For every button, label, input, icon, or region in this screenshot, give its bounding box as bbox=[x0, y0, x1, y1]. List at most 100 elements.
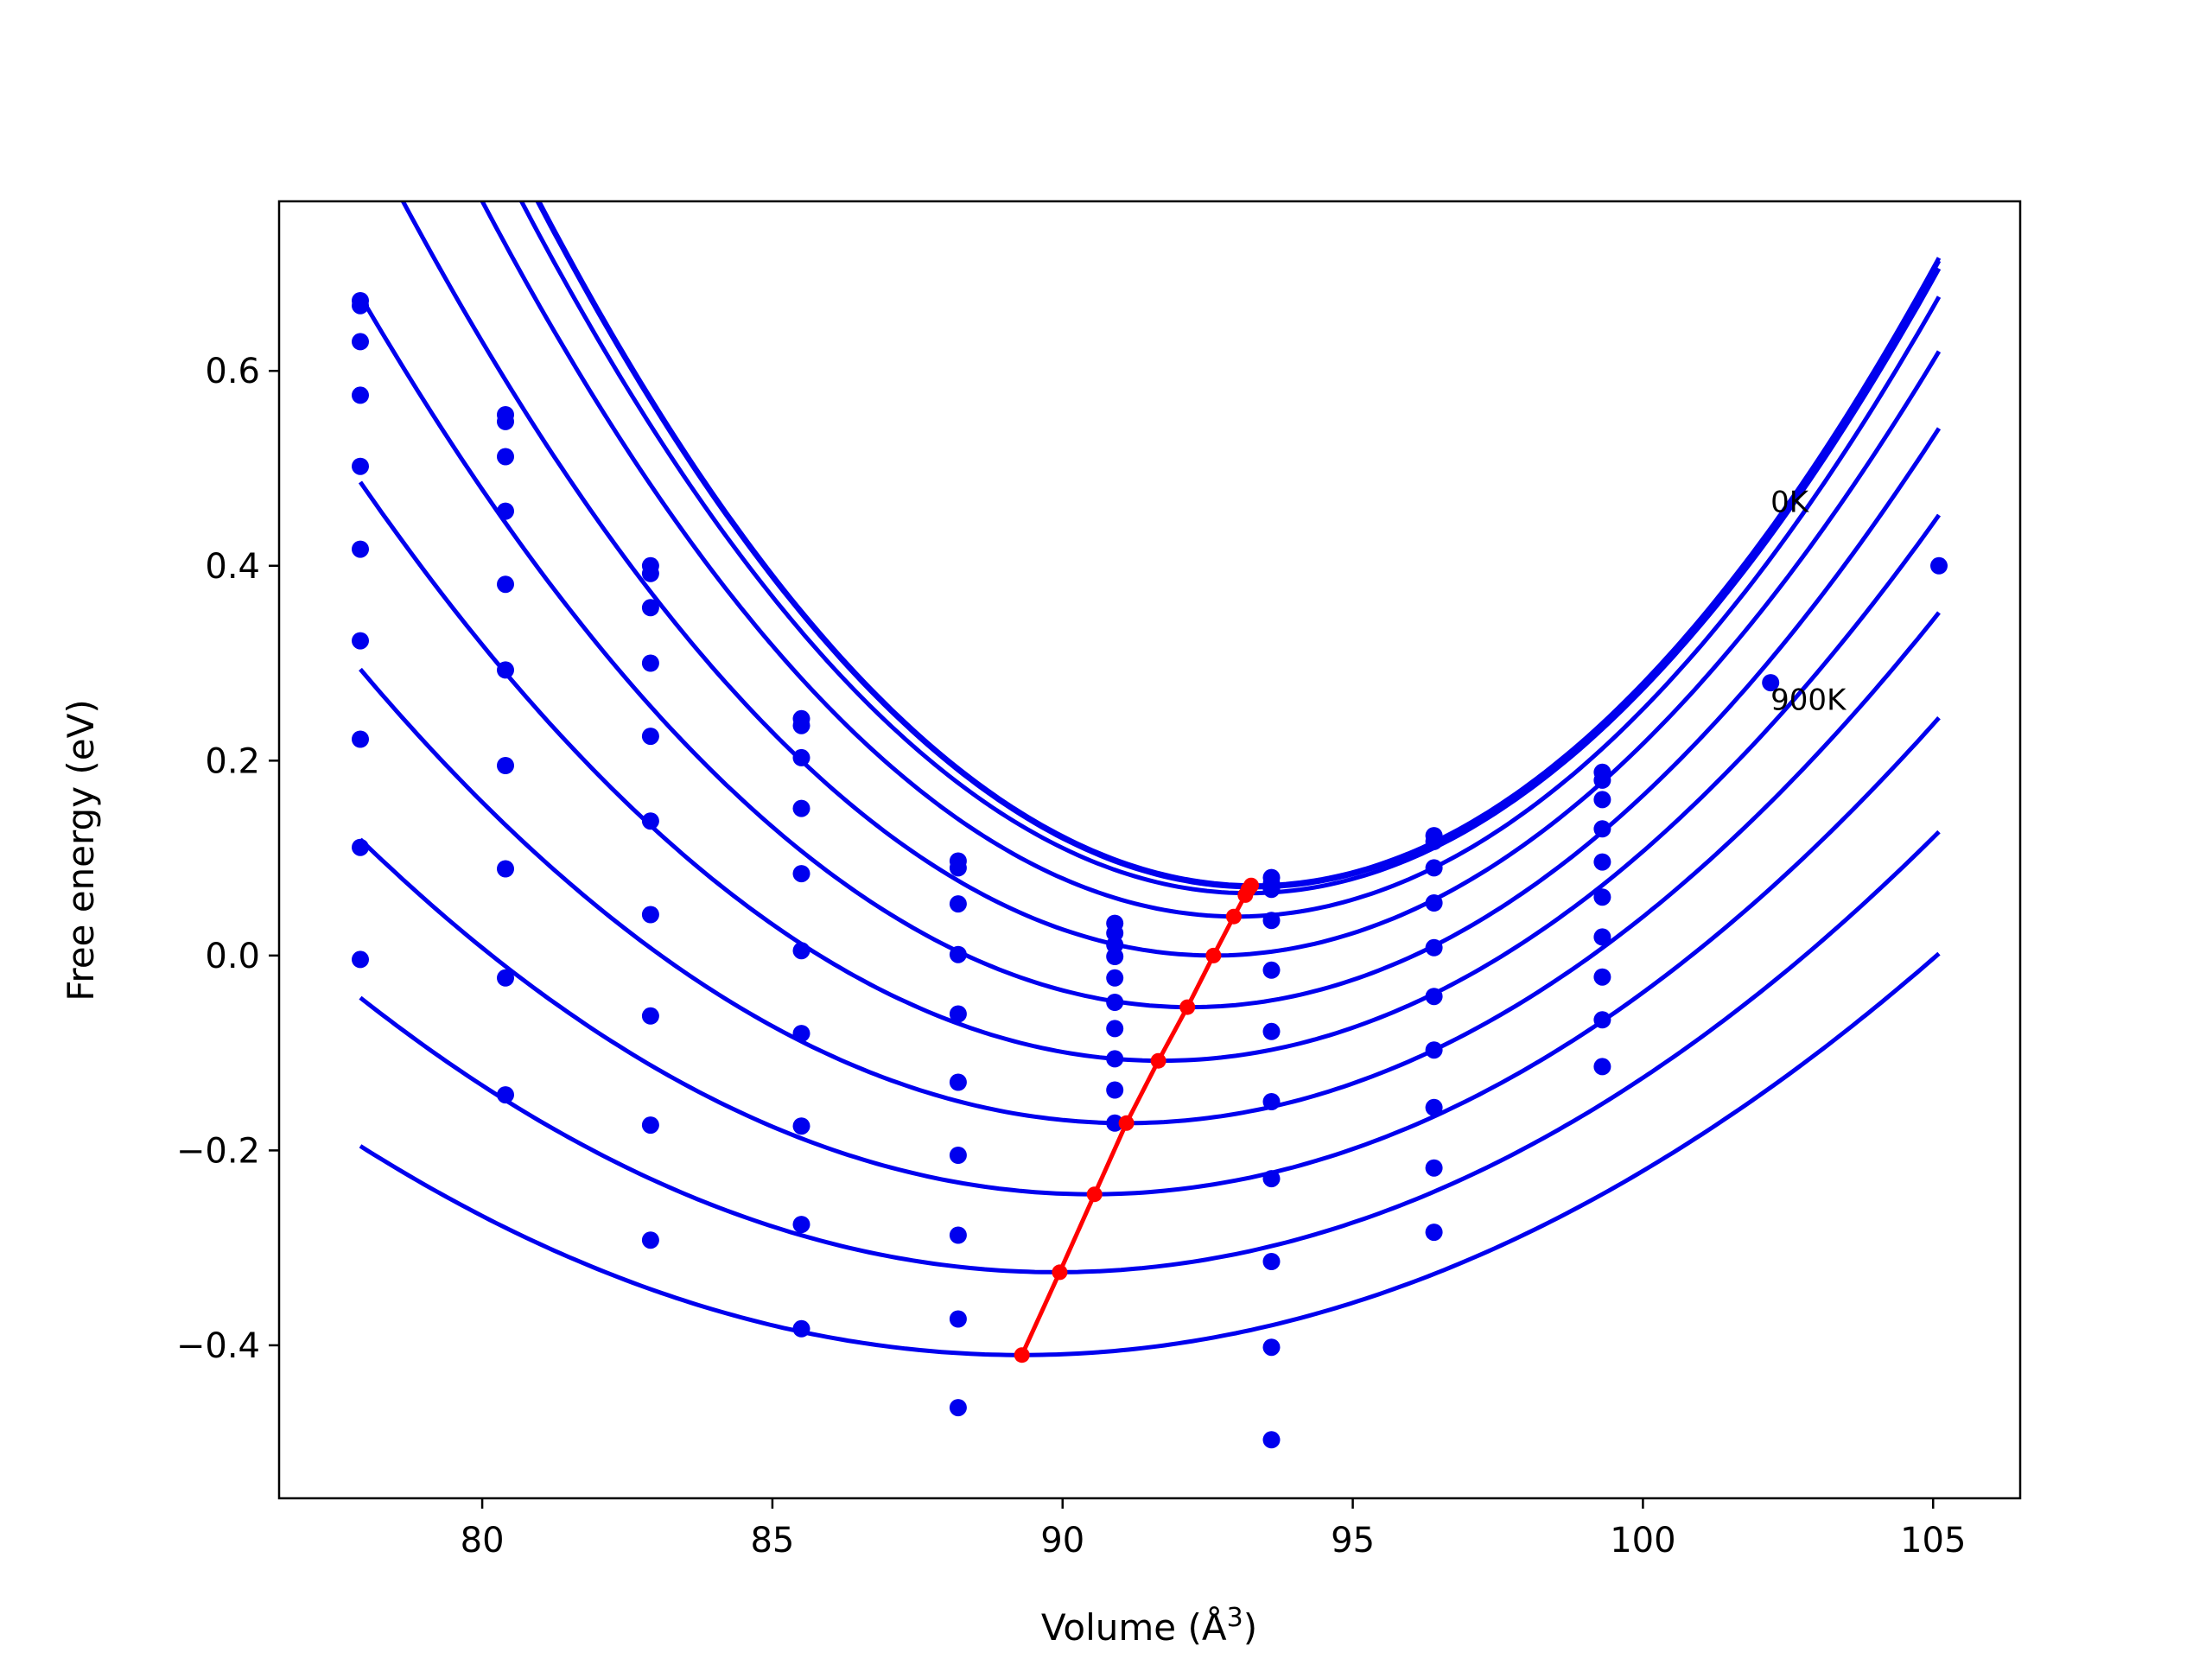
x-tick-label-0: 80 bbox=[461, 1521, 505, 1560]
data-point-70 bbox=[1262, 1431, 1281, 1449]
y-tick-label-1: 0.4 bbox=[205, 547, 260, 587]
data-point-62 bbox=[1262, 880, 1281, 899]
data-point-18 bbox=[497, 969, 514, 987]
fit-curve-4 bbox=[400, 201, 1942, 958]
data-point-26 bbox=[641, 906, 659, 924]
data-point-27 bbox=[641, 1007, 659, 1025]
data-point-37 bbox=[792, 1117, 810, 1135]
annotation-1: 900K bbox=[1770, 683, 1847, 718]
annotations: 0K 900K bbox=[1770, 486, 1847, 718]
data-point-2 bbox=[352, 333, 369, 351]
data-point-13 bbox=[497, 502, 514, 520]
data-point-46 bbox=[949, 1147, 967, 1164]
data-point-86 bbox=[1593, 888, 1611, 906]
data-point-12 bbox=[497, 448, 514, 466]
data-point-31 bbox=[792, 716, 810, 734]
data-point-80 bbox=[1425, 1224, 1443, 1242]
data-point-33 bbox=[792, 799, 810, 817]
data-point-68 bbox=[1262, 1253, 1281, 1270]
data-point-83 bbox=[1593, 791, 1611, 809]
data-point-43 bbox=[949, 945, 967, 963]
fit-curve-3 bbox=[480, 201, 1942, 919]
data-point-25 bbox=[641, 812, 659, 830]
minimum-point-2 bbox=[1237, 887, 1254, 903]
data-point-92 bbox=[1930, 556, 1948, 575]
data-points bbox=[352, 292, 1948, 1449]
data-point-29 bbox=[641, 1231, 659, 1249]
data-point-39 bbox=[792, 1319, 810, 1338]
data-point-69 bbox=[1262, 1338, 1281, 1357]
fit-curve-5 bbox=[358, 295, 1942, 1010]
data-point-74 bbox=[1425, 894, 1443, 912]
data-point-19 bbox=[497, 1086, 514, 1104]
data-point-22 bbox=[641, 599, 659, 617]
minimum-point-3 bbox=[1225, 908, 1242, 925]
data-point-11 bbox=[497, 412, 514, 430]
data-point-64 bbox=[1262, 961, 1281, 979]
data-point-17 bbox=[497, 860, 514, 878]
data-point-23 bbox=[641, 654, 659, 672]
fit-curve-8 bbox=[359, 716, 1941, 1197]
data-point-21 bbox=[641, 564, 659, 582]
data-point-76 bbox=[1425, 988, 1443, 1006]
plot-frame bbox=[277, 200, 2022, 1500]
data-point-72 bbox=[1425, 832, 1443, 850]
minimum-point-6 bbox=[1150, 1052, 1166, 1069]
data-point-53 bbox=[1106, 948, 1124, 965]
y-tick-label-0: 0.6 bbox=[205, 352, 260, 391]
data-point-47 bbox=[949, 1226, 967, 1244]
fit-curve-6 bbox=[358, 480, 1942, 1064]
data-point-57 bbox=[1106, 1050, 1124, 1068]
data-point-24 bbox=[641, 728, 659, 746]
minimum-point-9 bbox=[1052, 1264, 1068, 1281]
data-point-79 bbox=[1425, 1159, 1443, 1177]
data-point-56 bbox=[1106, 1020, 1124, 1038]
fit-curve-10 bbox=[359, 951, 1941, 1357]
x-tick-label-3: 95 bbox=[1331, 1521, 1375, 1560]
data-point-1 bbox=[352, 296, 369, 315]
x-tick-label-5: 105 bbox=[1900, 1521, 1966, 1560]
minimum-point-7 bbox=[1118, 1115, 1135, 1131]
data-point-66 bbox=[1262, 1093, 1281, 1110]
data-point-84 bbox=[1593, 820, 1611, 838]
data-point-28 bbox=[641, 1116, 659, 1135]
x-tick-label-2: 90 bbox=[1040, 1521, 1084, 1560]
data-point-42 bbox=[949, 895, 967, 913]
data-point-88 bbox=[1593, 968, 1611, 986]
y-tick-label-2: 0.2 bbox=[205, 741, 260, 781]
x-tick-label-4: 100 bbox=[1610, 1521, 1675, 1560]
data-point-54 bbox=[1106, 969, 1124, 987]
data-point-4 bbox=[352, 457, 369, 475]
x-tick-label-1: 85 bbox=[750, 1521, 794, 1560]
fitted-curves bbox=[358, 201, 1942, 1357]
data-point-45 bbox=[949, 1073, 967, 1091]
data-point-44 bbox=[949, 1005, 967, 1023]
data-point-35 bbox=[792, 942, 810, 960]
data-point-67 bbox=[1262, 1170, 1281, 1188]
y-axis-ticks: 0.6 0.4 0.2 0.0 −0.2 −0.4 bbox=[176, 352, 279, 1366]
data-point-49 bbox=[949, 1399, 967, 1417]
data-point-85 bbox=[1593, 853, 1611, 871]
data-point-90 bbox=[1593, 1058, 1611, 1076]
y-tick-label-3: 0.0 bbox=[205, 937, 260, 976]
data-point-77 bbox=[1425, 1041, 1443, 1059]
data-point-82 bbox=[1593, 771, 1611, 789]
fit-curve-9 bbox=[359, 830, 1941, 1274]
data-point-91 bbox=[1762, 674, 1780, 692]
data-point-73 bbox=[1425, 859, 1443, 877]
x-axis-title: Volume (Å3) bbox=[1041, 1603, 1257, 1649]
minimum-energy-path bbox=[1014, 877, 1259, 1363]
data-point-15 bbox=[497, 661, 514, 679]
fit-curve-7 bbox=[359, 611, 1941, 1126]
data-point-78 bbox=[1425, 1098, 1443, 1116]
data-point-75 bbox=[1425, 938, 1443, 957]
data-point-14 bbox=[497, 575, 514, 594]
data-point-89 bbox=[1593, 1011, 1611, 1029]
fit-curve-0 bbox=[537, 201, 1942, 888]
annotation-0: 0K bbox=[1770, 486, 1810, 520]
data-point-59 bbox=[1106, 1114, 1124, 1132]
data-point-63 bbox=[1262, 912, 1281, 930]
data-point-8 bbox=[352, 838, 369, 856]
minimum-point-8 bbox=[1086, 1186, 1103, 1203]
